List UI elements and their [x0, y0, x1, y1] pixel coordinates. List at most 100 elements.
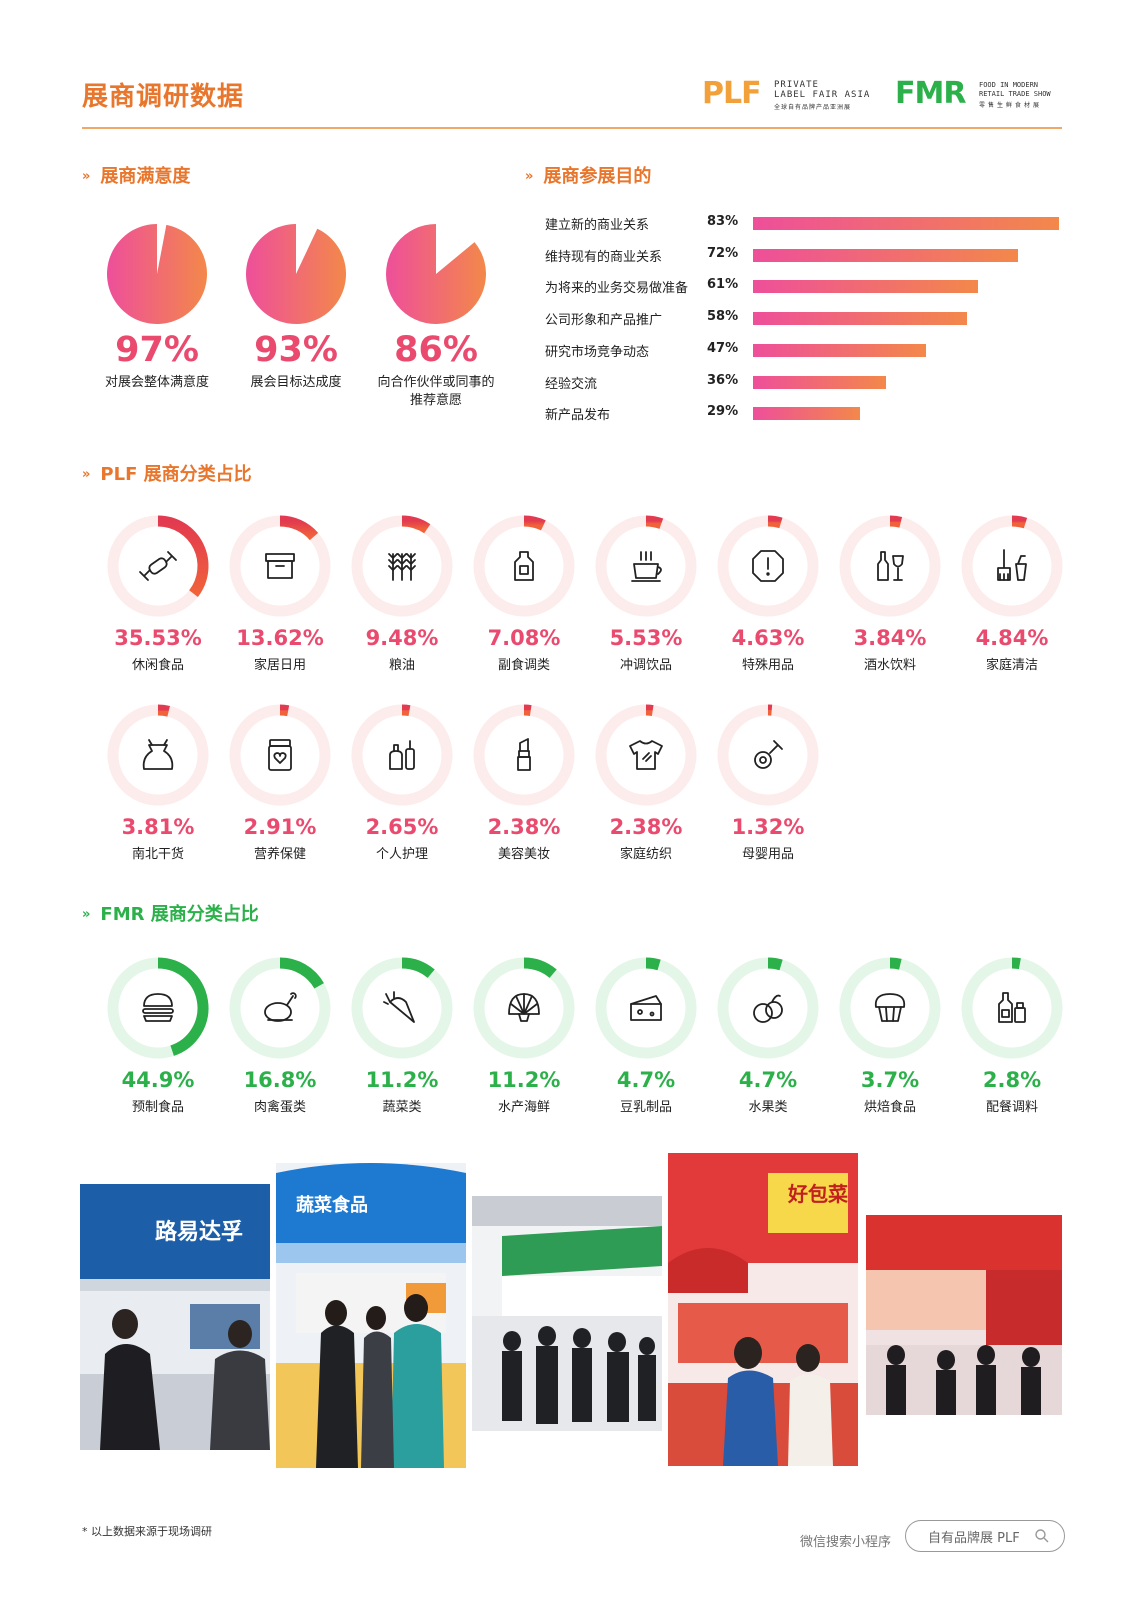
fmr-logo: FMR FOOD IN MODERN RETAIL TRADE SHOW 零售生鲜… [895, 76, 1065, 116]
satisfaction-caption: 对展会整体满意度 [104, 375, 209, 390]
plf-donut-track [107, 704, 209, 806]
satisfaction-value: 93% [254, 330, 338, 370]
plf-donut-arc [645, 515, 664, 529]
plf-category-item: 4.63% 特殊用品 [708, 514, 828, 673]
fmr-category-item: 4.7% 豆乳制品 [586, 956, 706, 1115]
fmr-category-label: 水果类 [748, 1100, 788, 1115]
fmr-logo-subtext: 零售生鲜食材展 [979, 102, 1043, 109]
fmr-donut-track [839, 957, 941, 1059]
fmr-category-item: 11.2% 蔬菜类 [342, 956, 462, 1115]
plf-category-value: 4.63% [731, 626, 805, 650]
fmr-donut-arc [401, 957, 435, 979]
purpose-bar [753, 375, 886, 389]
purpose-bar-label: 建立新的商业关系 [545, 218, 650, 233]
plf-heading: » PLF 展商分类占比 [82, 464, 252, 485]
mini-program-search[interactable]: 自有品牌展 PLF [905, 1520, 1065, 1552]
plf-donut [229, 515, 331, 617]
plf-category-label: 家庭纺织 [619, 847, 672, 862]
booth-photo: 好包菜 [668, 1153, 858, 1466]
satisfaction-caption: 向合作伙伴或同事的 推荐意愿 [377, 375, 495, 408]
fmr-donut [595, 957, 697, 1059]
plf-donut [839, 515, 941, 617]
purpose-heading: » 展商参展目的 [525, 166, 652, 187]
purpose-bar-label: 新产品发布 [545, 408, 611, 424]
search-icon [1035, 1529, 1049, 1543]
plf-logo-subtext: 全球自有品牌产品亚洲展 [774, 104, 852, 111]
fmr-category-value: 3.7% [860, 1068, 920, 1092]
fmr-donut [961, 957, 1063, 1059]
header-divider [82, 127, 1062, 129]
satisfaction-caption: 展会目标达成度 [250, 375, 342, 390]
plf-category-item: 5.53% 冲调饮品 [586, 514, 706, 673]
plf-donut-arc [279, 704, 290, 717]
plf-category-item: 9.48% 粮油 [342, 514, 462, 673]
fmr-category-label: 配餐调料 [985, 1100, 1038, 1115]
plf-donut [351, 704, 453, 806]
purpose-bar [753, 217, 1059, 230]
booth-sign-text: 好包菜 [788, 1182, 848, 1206]
plf-logo-text: PRIVATE LABEL FAIR ASIA [774, 80, 871, 100]
fmr-donut-arc [523, 957, 557, 979]
purpose-bar-value: 61% [707, 277, 739, 293]
satisfaction-pie-slice [386, 224, 486, 324]
supplement-jar-icon [268, 739, 292, 771]
plf-donut [961, 515, 1063, 617]
plf-category-item: 3.81% 南北干货 [98, 703, 218, 862]
fmr-donut [717, 957, 819, 1059]
plf-category-value: 13.62% [236, 626, 324, 650]
fmr-category-item: 16.8% 肉禽蛋类 [220, 956, 340, 1115]
plf-donut [473, 515, 575, 617]
hot-cup-icon [631, 551, 662, 582]
plf-category-value: 35.53% [114, 626, 202, 650]
plf-category-item: 2.91% 营养保健 [220, 703, 340, 862]
plf-category-label: 家庭清洁 [985, 658, 1038, 673]
plf-category-item: 3.84% 酒水饮料 [830, 514, 950, 673]
cheese-icon [630, 995, 662, 1021]
fmr-donut-arc [645, 957, 661, 971]
purpose-bar [753, 248, 1019, 262]
storage-box-icon [265, 553, 295, 579]
plf-category-value: 9.48% [365, 626, 439, 650]
plf-category-label: 家居日用 [253, 658, 306, 673]
purpose-bar [753, 407, 860, 421]
plf-donut-track [473, 704, 575, 806]
fmr-category-item: 3.7% 烘焙食品 [830, 956, 950, 1115]
satisfaction-pie [386, 224, 486, 324]
satisfaction-item: 97% 对展会整体满意度 [87, 222, 227, 392]
fmr-logo-mark: FMR [895, 76, 966, 111]
plf-category-label: 冲调饮品 [619, 658, 672, 673]
purpose-bar [753, 280, 978, 294]
plf-donut-arc [157, 704, 170, 717]
plf-logo: PLF PRIVATE LABEL FAIR ASIA 全球自有品牌产品亚洲展 [702, 76, 882, 116]
satisfaction-pie [246, 224, 346, 324]
carrot-icon [383, 991, 415, 1023]
plf-category-item: 2.38% 美容美妆 [464, 703, 584, 862]
search-prompt: 微信搜索小程序 [800, 1535, 892, 1550]
fmr-category-value: 4.7% [738, 1068, 798, 1092]
plf-donut [229, 704, 331, 806]
purpose-bar-label: 研究市场竞争动态 [545, 344, 650, 360]
fmr-category-label: 蔬菜类 [382, 1100, 422, 1115]
booth-photo: 路易达孚 [80, 1184, 270, 1450]
fmr-donut [229, 957, 331, 1059]
plf-category-label: 母婴用品 [741, 847, 794, 862]
plf-category-value: 5.53% [609, 626, 683, 650]
plf-donut [717, 515, 819, 617]
fmr-category-value: 2.8% [982, 1068, 1042, 1092]
plf-donut-track [839, 515, 941, 617]
plf-category-value: 2.38% [487, 815, 561, 839]
fmr-donut-arc [157, 957, 209, 1056]
toiletries-icon [389, 740, 415, 770]
burger-icon [142, 993, 174, 1022]
plf-donut-arc [401, 704, 411, 717]
fmr-donut-arc [279, 957, 324, 989]
fmr-donut-track [595, 957, 697, 1059]
plf-category-label: 酒水饮料 [863, 658, 916, 673]
plf-category-item: 2.65% 个人护理 [342, 703, 462, 862]
plf-donut-track [961, 515, 1063, 617]
plf-category-item: 4.84% 家庭清洁 [952, 514, 1072, 673]
plf-donut [107, 704, 209, 806]
pacifier-icon [754, 740, 783, 769]
satisfaction-item: 93% 展会目标达成度 [226, 222, 366, 392]
lipstick-icon [517, 738, 531, 771]
